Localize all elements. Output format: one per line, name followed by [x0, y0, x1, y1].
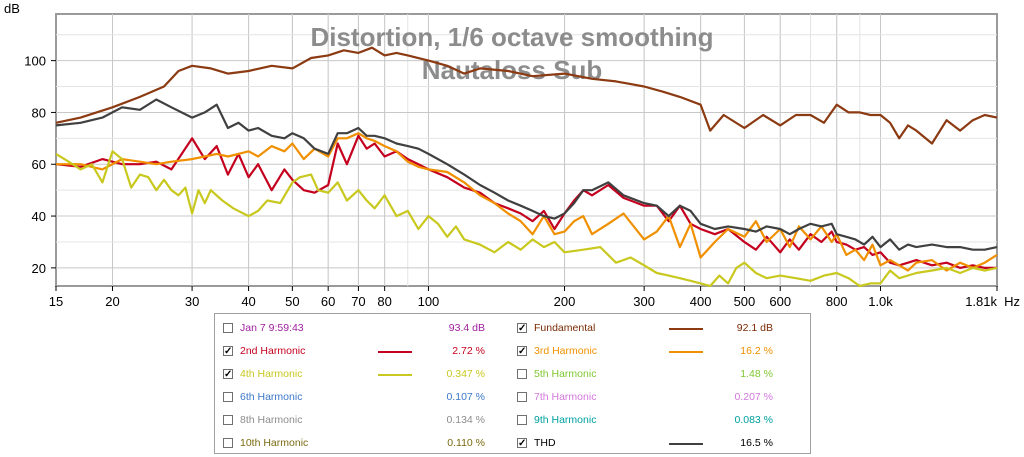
x-tick-label: 800 — [826, 294, 848, 309]
series-line-2nd-harmonic — [55, 134, 997, 269]
legend-label: 6th Harmonic — [240, 391, 303, 403]
legend-checkbox[interactable] — [223, 438, 233, 448]
legend-label-timestamp: Jan 7 9:59:43 — [240, 322, 304, 334]
legend-line-swatch — [378, 351, 412, 353]
legend-label: 4th Harmonic — [240, 368, 303, 380]
x-tick-label: 1.81k — [965, 294, 997, 309]
legend-value: 0.134 % — [446, 414, 485, 426]
legend-line-swatch — [669, 328, 703, 330]
x-tick-label: 20 — [105, 294, 119, 309]
legend-label: 10th Harmonic — [240, 437, 309, 449]
legend-label: 5th Harmonic — [534, 368, 597, 380]
legend-value: 2.72 % — [452, 345, 485, 357]
legend-checkbox[interactable] — [223, 415, 233, 425]
series-line-fundamental — [55, 46, 998, 145]
legend-line-swatch — [669, 443, 703, 445]
legend-value-timestamp: 93.4 dB — [448, 322, 485, 334]
legend-checkbox[interactable] — [223, 392, 233, 402]
legend-checkbox[interactable] — [517, 415, 527, 425]
legend-label: THD — [534, 437, 556, 449]
legend-value: 0.347 % — [446, 368, 485, 380]
y-tick-label: 100 — [24, 54, 46, 69]
y-tick-label: 20 — [32, 261, 46, 276]
legend-checkbox[interactable] — [517, 369, 527, 379]
legend-label: 9th Harmonic — [534, 414, 597, 426]
legend-checkbox[interactable]: ✓ — [223, 369, 233, 380]
y-tick-label: 60 — [32, 157, 46, 172]
x-tick-label: 40 — [241, 294, 255, 309]
legend-checkbox[interactable] — [223, 323, 233, 333]
x-tick-label: 30 — [185, 294, 199, 309]
x-tick-label: 15 — [49, 294, 63, 309]
x-tick-label: 1.0k — [868, 294, 893, 309]
x-tick-label: 70 — [351, 294, 365, 309]
legend-checkbox[interactable]: ✓ — [223, 346, 233, 357]
x-tick-label: 600 — [769, 294, 791, 309]
chart-title: Distortion, 1/6 octave smoothing — [310, 22, 713, 52]
series-line-4th-harmonic — [55, 150, 998, 288]
legend-label: 8th Harmonic — [240, 414, 303, 426]
x-tick-label: 80 — [377, 294, 391, 309]
legend-value: 0.107 % — [446, 391, 485, 403]
x-tick-label: 500 — [734, 294, 756, 309]
chart-subtitle: Nautaloss Sub — [422, 55, 603, 85]
x-tick-label: 60 — [321, 294, 335, 309]
x-tick-label: 100 — [418, 294, 440, 309]
legend-label: 7th Harmonic — [534, 391, 597, 403]
legend-line-swatch — [378, 374, 412, 376]
x-tick-label: 400 — [690, 294, 712, 309]
legend-label: 2nd Harmonic — [240, 345, 306, 357]
y-axis-label: dB — [4, 1, 20, 16]
legend-value: 1.48 % — [740, 368, 773, 380]
x-tick-label: 200 — [554, 294, 576, 309]
legend-value: 92.1 dB — [736, 322, 773, 334]
legend-checkbox[interactable]: ✓ — [517, 346, 527, 357]
x-axis-unit: Hz — [1004, 294, 1020, 309]
series-line-thd — [55, 98, 998, 251]
legend-label: Fundamental — [534, 322, 596, 334]
legend-value: 0.110 % — [447, 437, 485, 449]
x-tick-label: 300 — [633, 294, 655, 309]
legend-checkbox[interactable]: ✓ — [517, 323, 527, 334]
legend-checkbox[interactable]: ✓ — [517, 438, 527, 449]
legend-value: 16.5 % — [740, 437, 773, 449]
legend-value: 0.207 % — [734, 391, 773, 403]
x-tick-label: 50 — [285, 294, 299, 309]
legend-value: 16.2 % — [740, 345, 773, 357]
series-line-3rd-harmonic — [56, 132, 998, 272]
y-tick-label: 80 — [32, 105, 46, 120]
legend-label: 3rd Harmonic — [534, 345, 598, 357]
series-group — [55, 46, 998, 288]
y-tick-label: 40 — [32, 209, 46, 224]
legend-line-swatch — [669, 351, 703, 353]
legend-value: 0.083 % — [734, 414, 773, 426]
legend-panel: Jan 7 9:59:43 93.4 dB ✓ Fundamental 92.1… — [214, 313, 811, 454]
legend-checkbox[interactable] — [517, 392, 527, 402]
distortion-chart: Distortion, 1/6 octave smoothingNautalos… — [4, 1, 1020, 309]
